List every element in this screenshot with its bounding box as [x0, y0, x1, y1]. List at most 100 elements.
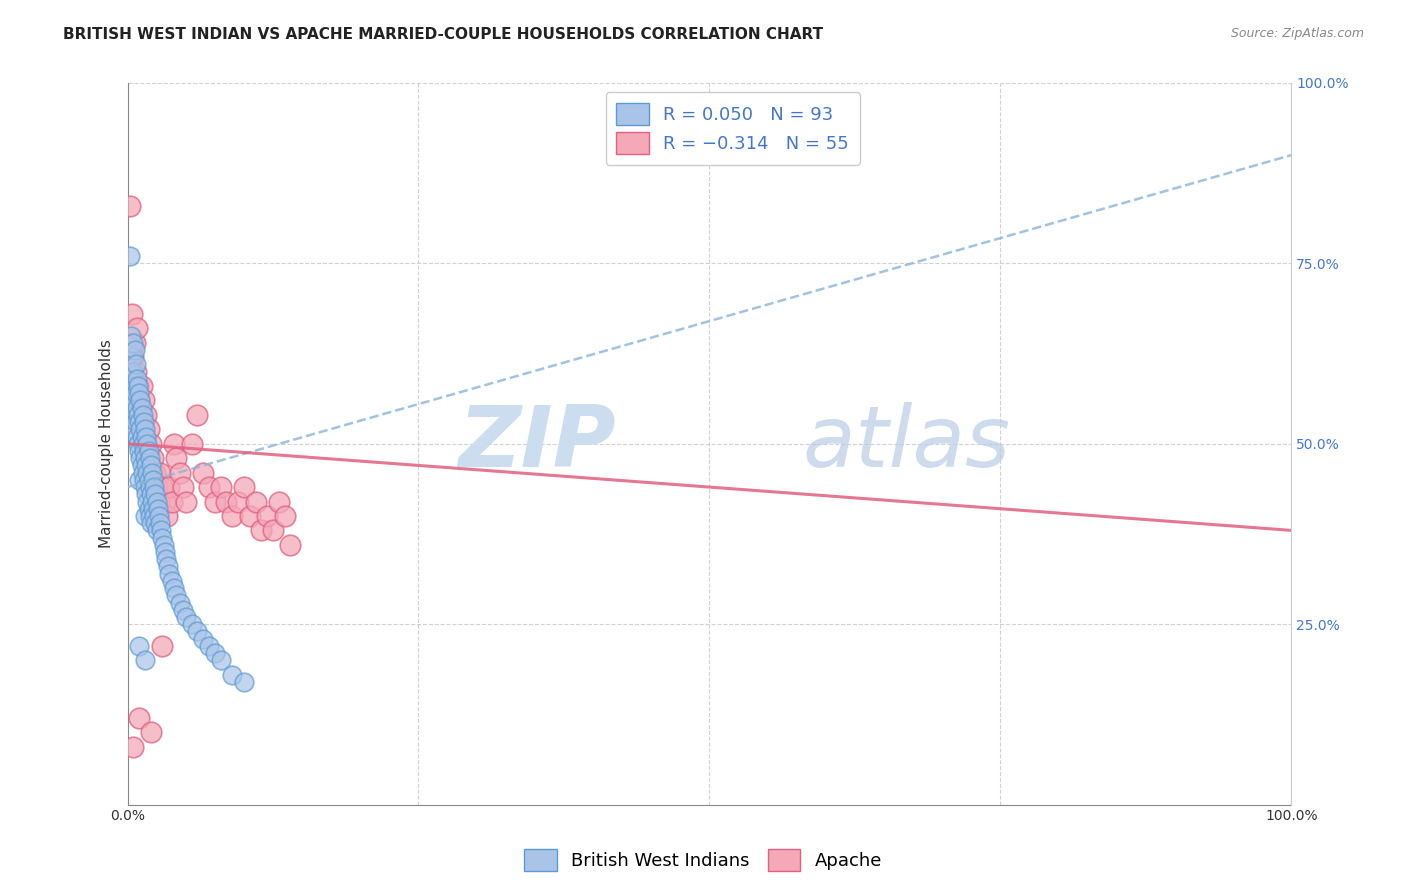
Point: [128, 444, 150, 458]
Point: [135, 408, 157, 422]
Point: [125, 429, 148, 443]
Point: [160, 574, 183, 588]
Legend: R = 0.050   N = 93, R = −0.314   N = 55: R = 0.050 N = 93, R = −0.314 N = 55: [606, 92, 860, 165]
Point: [121, 350, 143, 364]
Point: [165, 588, 187, 602]
Point: [132, 473, 155, 487]
Point: [146, 501, 169, 516]
Point: [142, 473, 165, 487]
Point: [125, 321, 148, 335]
Point: [204, 646, 226, 660]
Point: [127, 408, 149, 422]
Point: [128, 393, 150, 408]
Point: [169, 596, 191, 610]
Point: [209, 653, 232, 667]
Point: [159, 566, 181, 581]
Point: [142, 501, 165, 516]
Point: [139, 725, 162, 739]
Point: [129, 393, 152, 408]
Point: [149, 466, 172, 480]
Point: [136, 466, 159, 480]
Point: [152, 531, 174, 545]
Point: [145, 487, 167, 501]
Point: [198, 639, 221, 653]
Point: [148, 508, 170, 523]
Point: [143, 480, 166, 494]
Point: [136, 437, 159, 451]
Point: [122, 393, 145, 408]
Point: [150, 524, 173, 538]
Point: [145, 494, 167, 508]
Point: [165, 451, 187, 466]
Point: [180, 617, 202, 632]
Point: [169, 466, 191, 480]
Point: [160, 494, 183, 508]
Point: [280, 538, 302, 552]
Point: [221, 508, 243, 523]
Point: [138, 501, 160, 516]
Point: [153, 545, 176, 559]
Point: [143, 508, 166, 523]
Point: [124, 343, 146, 357]
Point: [152, 639, 174, 653]
Point: [155, 552, 177, 566]
Point: [139, 437, 162, 451]
Point: [131, 408, 153, 422]
Point: [127, 379, 149, 393]
Point: [172, 480, 194, 494]
Point: [156, 508, 179, 523]
Point: [122, 739, 145, 754]
Point: [138, 473, 160, 487]
Point: [273, 508, 295, 523]
Text: atlas: atlas: [803, 402, 1011, 485]
Point: [153, 494, 176, 508]
Point: [193, 466, 215, 480]
Point: [152, 480, 174, 494]
Point: [245, 494, 267, 508]
Point: [157, 559, 180, 574]
Point: [139, 458, 162, 473]
Point: [180, 437, 202, 451]
Point: [136, 451, 159, 466]
Point: [131, 401, 153, 415]
Point: [198, 480, 221, 494]
Point: [267, 494, 290, 508]
Point: [125, 365, 148, 379]
Point: [138, 480, 160, 494]
Point: [138, 466, 160, 480]
Point: [121, 307, 143, 321]
Point: [141, 466, 163, 480]
Text: BRITISH WEST INDIAN VS APACHE MARRIED-COUPLE HOUSEHOLDS CORRELATION CHART: BRITISH WEST INDIAN VS APACHE MARRIED-CO…: [63, 27, 824, 42]
Point: [149, 516, 172, 531]
Point: [148, 494, 170, 508]
Point: [124, 379, 146, 393]
Point: [172, 603, 194, 617]
Point: [163, 581, 186, 595]
Point: [145, 516, 167, 531]
Point: [125, 415, 148, 429]
Y-axis label: Married-couple Households: Married-couple Households: [100, 339, 114, 549]
Point: [232, 480, 254, 494]
Point: [204, 494, 226, 508]
Point: [139, 487, 162, 501]
Point: [128, 711, 150, 725]
Point: [138, 422, 160, 436]
Point: [131, 422, 153, 436]
Point: [128, 639, 150, 653]
Point: [136, 494, 159, 508]
Point: [138, 508, 160, 523]
Point: [121, 379, 143, 393]
Point: [131, 466, 153, 480]
Point: [125, 386, 148, 401]
Point: [186, 624, 208, 639]
Point: [131, 437, 153, 451]
Point: [125, 358, 148, 372]
Point: [124, 335, 146, 350]
Point: [122, 365, 145, 379]
Point: [145, 466, 167, 480]
Point: [129, 451, 152, 466]
Point: [239, 508, 262, 523]
Point: [134, 653, 156, 667]
Point: [131, 458, 153, 473]
Point: [134, 451, 156, 466]
